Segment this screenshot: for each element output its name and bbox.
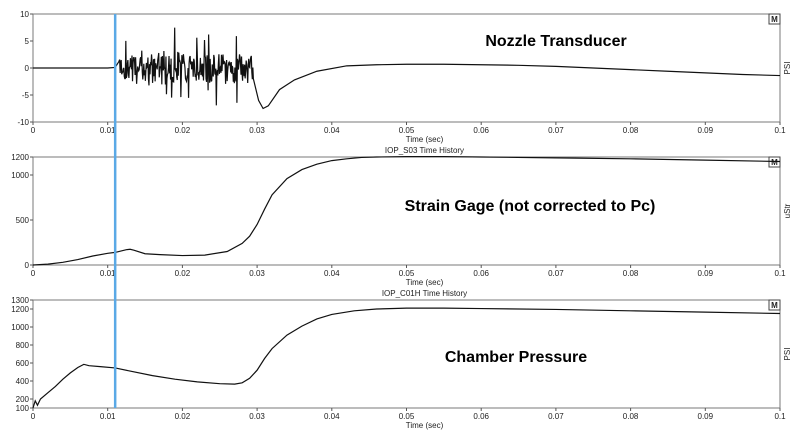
- x-tick-label: 0.1: [774, 269, 786, 278]
- y-tick-label: 0: [25, 261, 30, 270]
- corner-m-box: [768, 299, 781, 311]
- y-tick-label: 1200: [11, 153, 29, 162]
- y-tick-label: 800: [16, 341, 30, 350]
- corner-m-box: [768, 13, 781, 25]
- corner-m-label: M: [771, 15, 778, 24]
- x-tick-label: 0.07: [548, 269, 564, 278]
- y-tick-label: 1200: [11, 305, 29, 314]
- plot-frame: [32, 299, 781, 409]
- x-tick-label: 0.02: [175, 412, 191, 421]
- x-tick-label: 0: [31, 412, 36, 421]
- x-tick-label: 0.08: [623, 126, 639, 135]
- x-tick-label: 0.03: [249, 412, 265, 421]
- x-tick-label: 0.06: [473, 126, 489, 135]
- series-line: [32, 155, 781, 266]
- y-tick-label: 400: [16, 377, 30, 386]
- x-tick-label: 0.04: [324, 126, 340, 135]
- x-tick-label: 0.05: [399, 269, 415, 278]
- y-tick-label: 0: [25, 64, 30, 73]
- x-tick-label: 0.03: [249, 126, 265, 135]
- y-tick-label: 500: [16, 216, 30, 225]
- y-tick-label: 10: [20, 10, 29, 19]
- chart-strain: 0 0.01 0.02 0.03 0.04 0.05 0.06 0.07 0.08 0.09 0.1…: [11, 146, 792, 287]
- x-axis-label: Time (sec): [406, 421, 444, 430]
- y-tick-label: -5: [22, 91, 30, 100]
- x-tick-label: 0.01: [100, 269, 116, 278]
- y-axis-label: PSI: [783, 348, 792, 361]
- y-tick-label: 600: [16, 359, 30, 368]
- y-axis-label: PSI: [783, 62, 792, 75]
- y-tick-label: 5: [25, 37, 30, 46]
- y-tick-label: 200: [16, 395, 30, 404]
- series-line: [33, 27, 781, 110]
- x-tick-label: 0.01: [100, 412, 116, 421]
- x-tick-label: 0.09: [698, 412, 714, 421]
- corner-m-label: M: [771, 158, 778, 167]
- x-tick-label: 0.08: [623, 412, 639, 421]
- x-tick-label: 0.07: [548, 126, 564, 135]
- chart-title: IOP_S03 Time History: [385, 146, 464, 155]
- y-axis-label: uStr: [783, 203, 792, 218]
- x-tick-label: 0.06: [473, 412, 489, 421]
- x-tick-label: 0: [31, 126, 36, 135]
- x-tick-label: 0.01: [100, 126, 116, 135]
- x-tick-label: 0.1: [774, 126, 786, 135]
- chart-annotation: Nozzle Transducer: [485, 33, 626, 50]
- y-tick-label: 100: [16, 404, 30, 413]
- chart-nozzle: 0 0.01 0.02 0.03 0.04 0.05 0.06 0.07 0.08 0.09 0.1…: [17, 10, 792, 144]
- x-tick-label: 0.04: [324, 269, 340, 278]
- x-tick-label: 0.05: [399, 412, 415, 421]
- chart-chamber: 0 0.01 0.02 0.03 0.04 0.05 0.06 0.07 0.08 0.09 0.1…: [11, 289, 792, 430]
- x-axis-label: Time (sec): [406, 135, 444, 144]
- y-tick-label: -10: [17, 118, 29, 127]
- x-tick-label: 0.09: [698, 269, 714, 278]
- corner-m-button[interactable]: M: [768, 299, 781, 311]
- chart-annotation: Chamber Pressure: [445, 349, 587, 366]
- corner-m-label: M: [771, 301, 778, 310]
- x-tick-label: 0.04: [324, 412, 340, 421]
- y-tick-label: 1000: [11, 323, 29, 332]
- series-line: [32, 307, 781, 409]
- x-tick-label: 0: [31, 269, 36, 278]
- x-tick-label: 0.06: [473, 269, 489, 278]
- x-tick-label: 0.07: [548, 412, 564, 421]
- x-tick-label: 0.09: [698, 126, 714, 135]
- chart-annotation: Strain Gage (not corrected to Pc): [405, 198, 656, 215]
- plot-frame: [32, 13, 781, 123]
- x-tick-label: 0.05: [399, 126, 415, 135]
- y-tick-label: 1300: [11, 296, 29, 305]
- chart-title: IOP_C01H Time History: [382, 289, 467, 298]
- x-tick-label: 0.08: [623, 269, 639, 278]
- x-axis-label: Time (sec): [406, 278, 444, 287]
- y-tick-label: 1000: [11, 171, 29, 180]
- x-tick-label: 0.02: [175, 269, 191, 278]
- x-tick-label: 0.02: [175, 126, 191, 135]
- x-tick-label: 0.03: [249, 269, 265, 278]
- corner-m-button[interactable]: M: [768, 13, 781, 25]
- x-tick-label: 0.1: [774, 412, 786, 421]
